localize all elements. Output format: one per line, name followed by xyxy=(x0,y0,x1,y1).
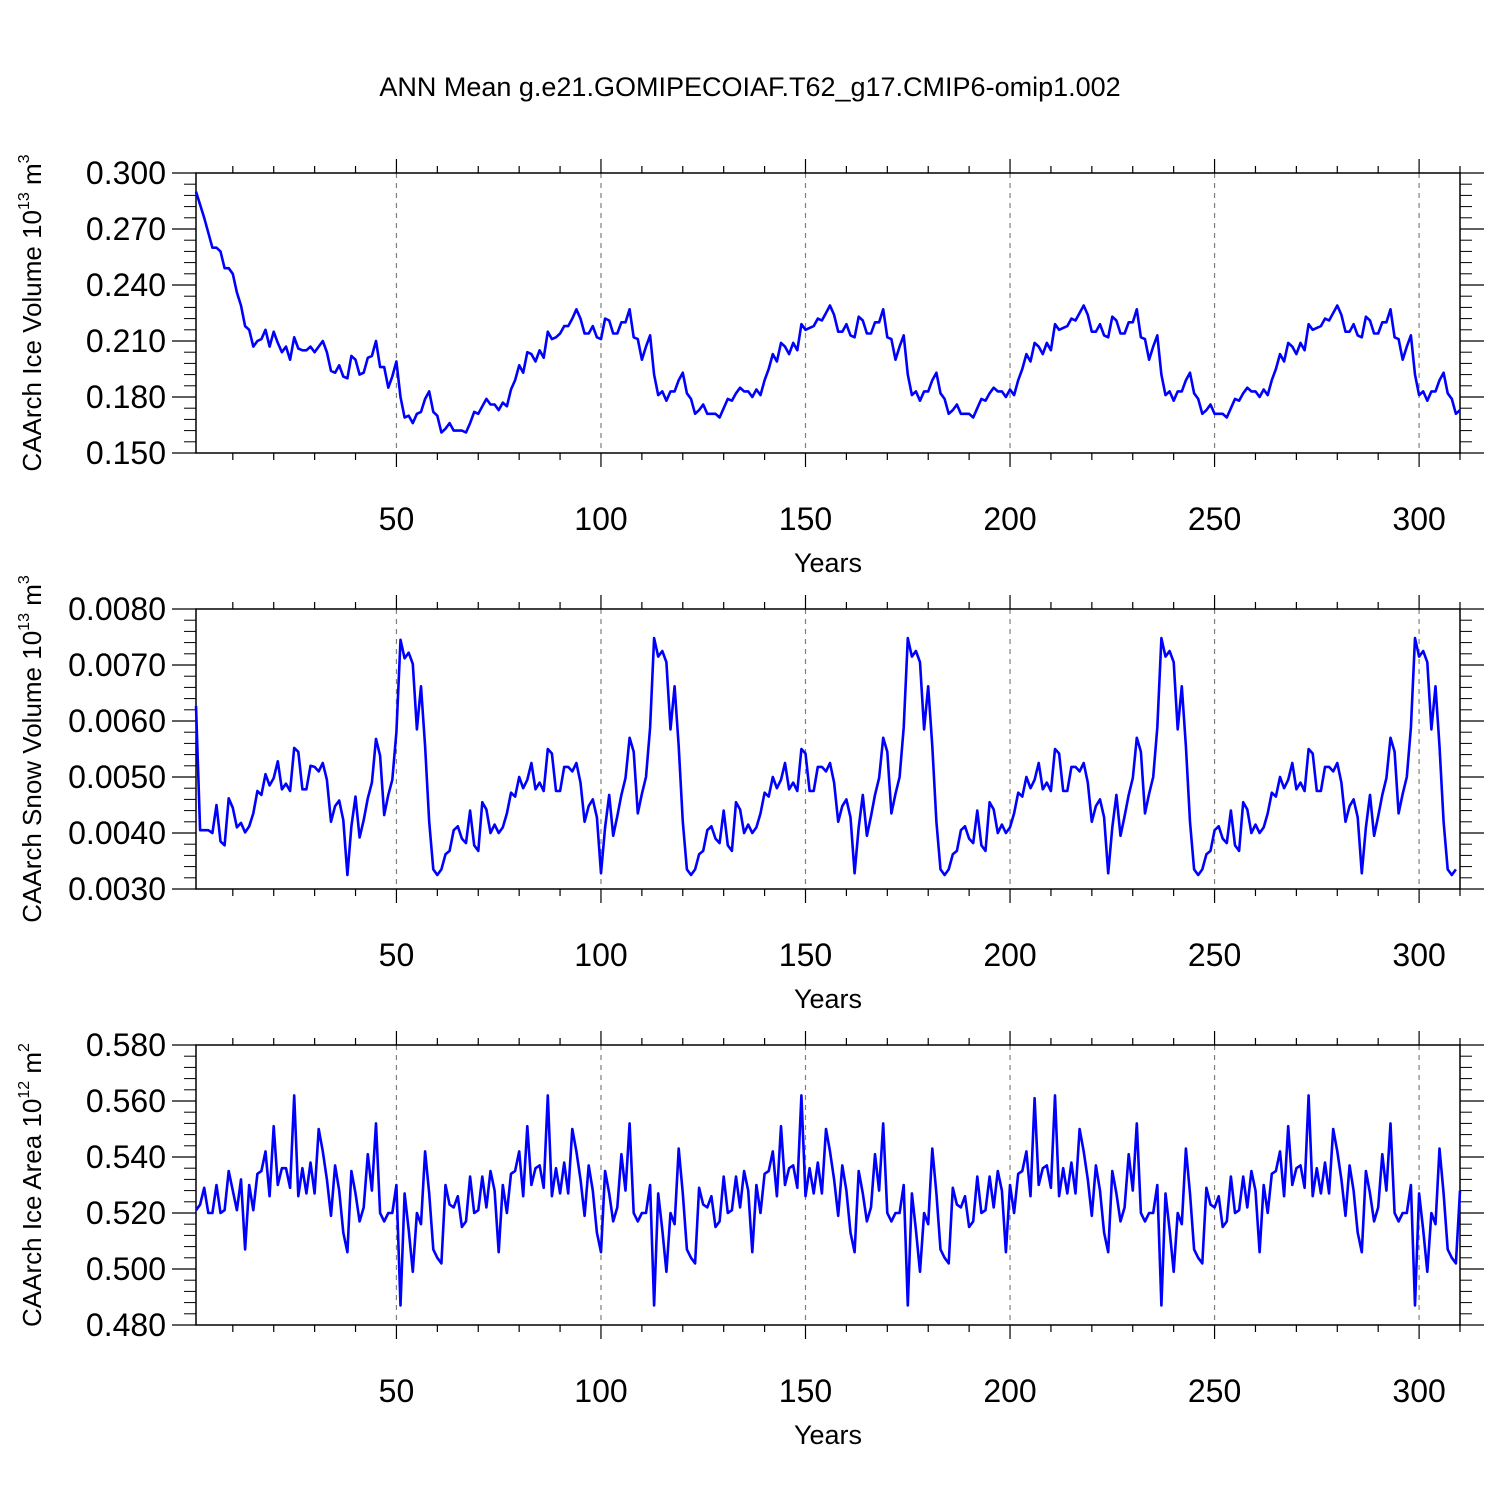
chart-panel-snow-volume: 0.0030 0.0040 0.0050 0.0060 0.0070 0.0080 50 10… xyxy=(16,575,1484,1014)
x-tick-label: 200 xyxy=(983,1373,1036,1409)
y-tick-label: 0.0040 xyxy=(68,815,166,851)
x-tick-label: 150 xyxy=(779,501,832,537)
x-tick-label: 50 xyxy=(379,501,415,537)
chart-panel-ice-volume: 0.150 0.180 0.210 0.240 0.270 0.300 50 100 150 20… xyxy=(16,154,1484,578)
x-tick-label: 250 xyxy=(1188,1373,1241,1409)
y-tick-label: 0.580 xyxy=(86,1027,166,1063)
series-line-ice-volume xyxy=(194,191,1461,434)
x-axis-title: Years xyxy=(794,984,862,1014)
y-tick-label: 0.500 xyxy=(86,1251,166,1287)
y-tick-label: 0.300 xyxy=(86,155,166,191)
series-line-snow-volume xyxy=(194,636,1457,877)
y-tick-label: 0.0050 xyxy=(68,759,166,795)
y-axis-title: CAArch Ice Volume 1013 m3 xyxy=(16,154,47,471)
x-tick-label: 50 xyxy=(379,937,415,973)
y-tick-label: 0.0080 xyxy=(68,591,166,627)
x-tick-label: 200 xyxy=(983,501,1036,537)
plot-frame xyxy=(195,172,1461,454)
y-tick-label: 0.560 xyxy=(86,1083,166,1119)
y-tick-label: 0.0070 xyxy=(68,647,166,683)
y-tick-label: 0.240 xyxy=(86,267,166,303)
x-axis-title: Years xyxy=(794,548,862,578)
plot-frame xyxy=(195,608,1461,890)
y-tick-label: 0.540 xyxy=(86,1139,166,1175)
x-tick-label: 150 xyxy=(779,937,832,973)
y-tick-label: 0.180 xyxy=(86,379,166,415)
x-tick-label: 250 xyxy=(1188,501,1241,537)
x-tick-label: 300 xyxy=(1392,501,1445,537)
chart-panel-ice-area: 0.480 0.500 0.520 0.540 0.560 0.580 50 100 150 20… xyxy=(16,1027,1484,1450)
y-tick-label: 0.150 xyxy=(86,435,166,471)
figure-title: ANN Mean g.e21.GOMIPECOIAF.T62_g17.CMIP6… xyxy=(379,72,1121,102)
x-tick-label: 100 xyxy=(574,501,627,537)
x-tick-label: 150 xyxy=(779,1373,832,1409)
x-tick-label: 300 xyxy=(1392,937,1445,973)
y-tick-label: 0.520 xyxy=(86,1195,166,1231)
y-tick-label: 0.0060 xyxy=(68,703,166,739)
x-axis-title: Years xyxy=(794,1420,862,1450)
y-tick-label: 0.0030 xyxy=(68,871,166,907)
x-tick-label: 200 xyxy=(983,937,1036,973)
x-tick-label: 300 xyxy=(1392,1373,1445,1409)
x-tick-label: 250 xyxy=(1188,937,1241,973)
y-tick-label: 0.270 xyxy=(86,211,166,247)
y-axis-title: CAArch Ice Area 1012 m2 xyxy=(16,1043,47,1327)
x-tick-label: 100 xyxy=(574,937,627,973)
y-axis-title: CAArch Snow Volume 1013 m3 xyxy=(16,575,47,923)
plot-frame xyxy=(195,1044,1461,1326)
x-tick-label: 100 xyxy=(574,1373,627,1409)
series-line-ice-area xyxy=(194,1094,1462,1307)
y-tick-label: 0.480 xyxy=(86,1307,166,1343)
x-tick-label: 50 xyxy=(379,1373,415,1409)
y-tick-label: 0.210 xyxy=(86,323,166,359)
